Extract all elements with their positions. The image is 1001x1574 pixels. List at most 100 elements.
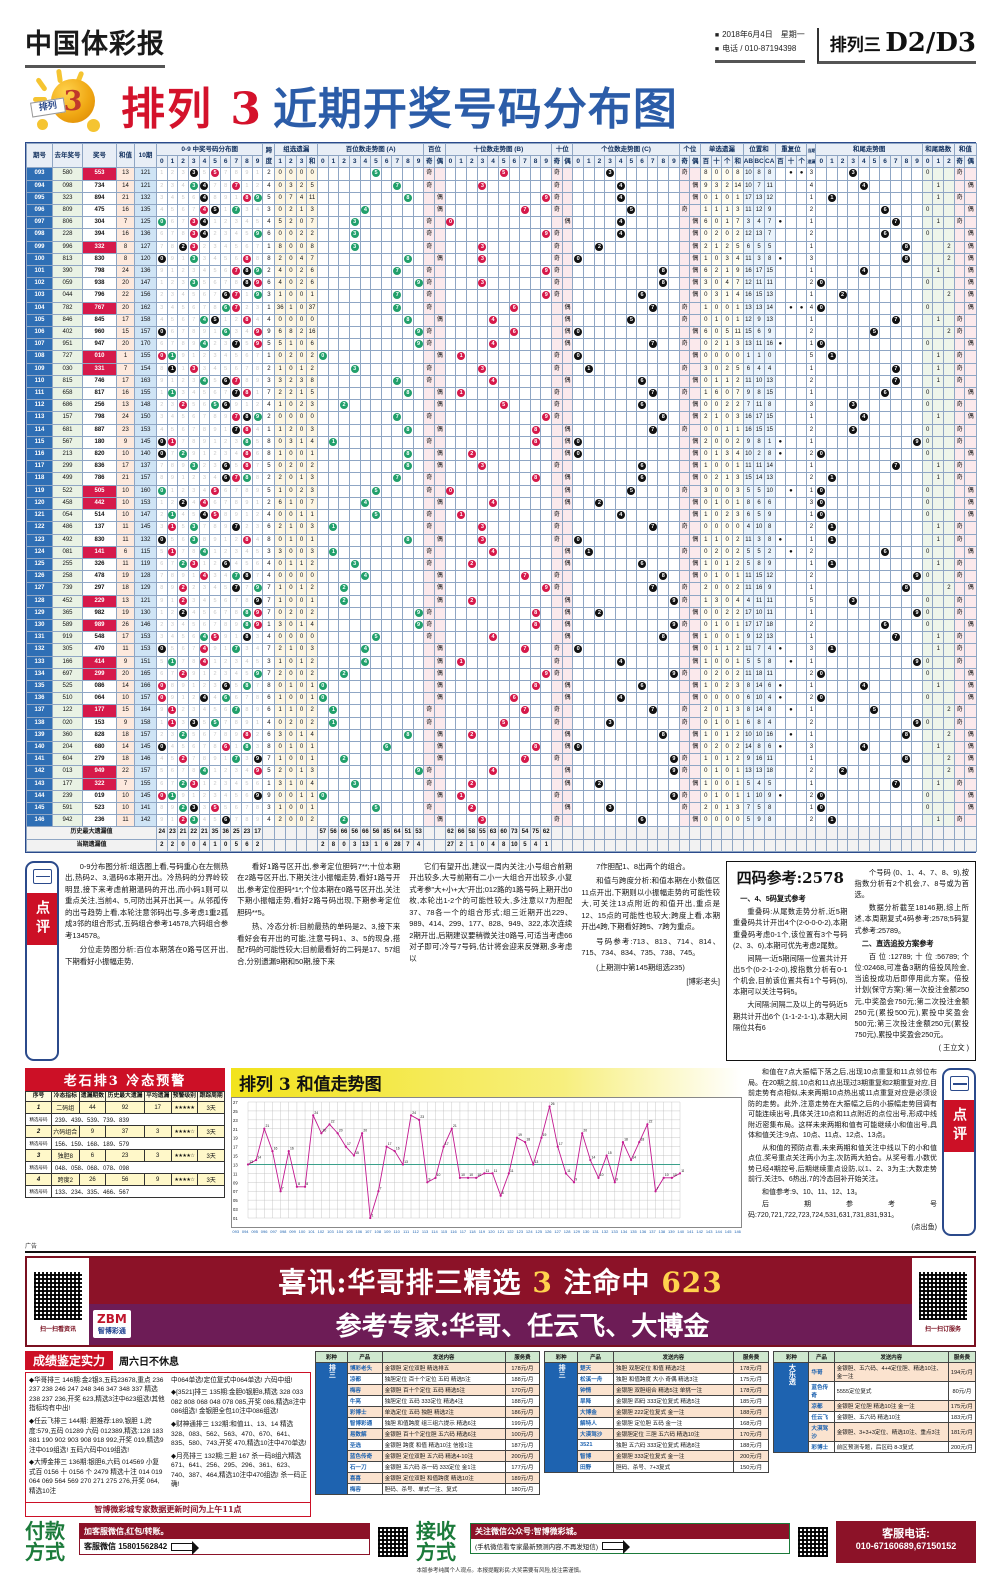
marker-dot: 5 bbox=[627, 315, 636, 324]
tail-cell bbox=[889, 509, 902, 523]
pos-cell bbox=[529, 228, 542, 242]
row-odd-2: 奇 bbox=[678, 765, 691, 779]
marker-dot: 0 bbox=[157, 450, 166, 459]
row-repeat-2 bbox=[795, 692, 808, 706]
row-grouplag-3: 11 bbox=[306, 191, 318, 206]
dist-cell: 1 bbox=[198, 448, 211, 462]
lag-number: 4 bbox=[256, 646, 260, 653]
tail-cell bbox=[900, 545, 913, 559]
lag-number: 9 bbox=[224, 194, 228, 201]
pos-cell bbox=[519, 631, 531, 645]
tail-cell: 0 bbox=[815, 692, 828, 706]
dist-cell: 3 bbox=[187, 704, 200, 718]
pos-cell bbox=[327, 167, 340, 181]
marker-dot: 4 bbox=[616, 694, 625, 703]
pos-cell bbox=[412, 753, 425, 767]
pos-cell bbox=[529, 545, 542, 559]
marker-dot: 8 bbox=[531, 608, 540, 617]
dist-cell: 2 bbox=[177, 265, 189, 279]
pos-cell bbox=[572, 521, 584, 535]
tail-cell bbox=[868, 301, 881, 315]
dist-cell: 8 bbox=[241, 606, 253, 620]
th-abc-CA: CA bbox=[763, 155, 776, 169]
marker-dot: 9 bbox=[669, 620, 678, 629]
row-sum-even bbox=[964, 399, 977, 413]
row-odd-2 bbox=[678, 655, 691, 669]
dist-cell: 7 bbox=[230, 374, 243, 389]
row-even-2 bbox=[689, 484, 702, 498]
row-poslag-2: 14 bbox=[763, 301, 776, 315]
row-prize: 845 bbox=[82, 313, 117, 328]
dist-cell: 9 bbox=[156, 594, 168, 608]
pos-cell bbox=[359, 582, 372, 596]
tail-cell bbox=[911, 338, 923, 352]
pos-cell: 3 bbox=[476, 521, 489, 535]
tail-cell bbox=[889, 240, 902, 254]
dist-cell: 2 bbox=[230, 533, 243, 547]
tail-cell bbox=[900, 301, 913, 315]
pos-cell: 0 bbox=[444, 484, 457, 498]
row-grouplag-0: 0 bbox=[274, 557, 287, 572]
row-odd-2 bbox=[678, 509, 691, 523]
th-rep-个: 个 bbox=[795, 155, 808, 169]
row-even-1 bbox=[561, 204, 574, 218]
pos-cell bbox=[625, 167, 638, 181]
pos-cell: 6 bbox=[508, 326, 521, 340]
lag-number: 7 bbox=[256, 463, 260, 470]
pos-cell bbox=[508, 411, 521, 425]
lag-number: 7 bbox=[256, 573, 260, 580]
row-grouplag-3: 2 bbox=[306, 362, 318, 376]
tail-cell bbox=[847, 655, 859, 669]
row-sum: 1 bbox=[116, 350, 135, 364]
dist-cell: 9 bbox=[219, 521, 232, 535]
pos-cell: 7 bbox=[519, 570, 531, 584]
pos-cell bbox=[380, 704, 393, 718]
row-road-2 bbox=[943, 448, 955, 462]
row-singlelag-1: 2 bbox=[710, 545, 723, 559]
row-road-2 bbox=[943, 350, 955, 364]
dist-cell: 3 bbox=[156, 631, 168, 645]
pos-cell bbox=[487, 216, 499, 230]
dist-cell: 3 bbox=[198, 252, 211, 267]
dist-cell: 8 bbox=[241, 277, 253, 291]
row-grouplag-2: 4 bbox=[295, 191, 308, 206]
table-row: 119 522 505 10 160 0 1 2 3 4 5 6 7 8 9 5 1 0 2 3 5 奇 0 偶 5 奇 3 0 0 3 5… bbox=[26, 484, 977, 498]
lag-number: 7 bbox=[160, 463, 164, 470]
pos-cell bbox=[614, 545, 627, 559]
lag-number: 8 bbox=[256, 695, 260, 702]
row-singlelag-1: 0 bbox=[710, 277, 723, 291]
row-poslag-0: 6 bbox=[742, 509, 755, 523]
pos-cell bbox=[529, 655, 542, 669]
pos-cell bbox=[316, 655, 329, 669]
tail-cell bbox=[858, 350, 870, 364]
row-curlag: 1 bbox=[806, 435, 817, 450]
dist-cell: 9 bbox=[251, 289, 264, 303]
row-grouplag-0: 3 bbox=[274, 728, 287, 742]
row-span: 5 bbox=[262, 765, 276, 779]
pos-cell bbox=[348, 545, 361, 559]
dist-cell: 9 bbox=[177, 350, 189, 364]
row-grouplag-2: 0 bbox=[295, 496, 308, 511]
pos-cell bbox=[338, 216, 350, 230]
marker-dot: 3 bbox=[849, 401, 858, 410]
row-issue: 124 bbox=[26, 545, 53, 559]
pos-cell bbox=[636, 765, 648, 779]
pos-cell bbox=[646, 277, 659, 291]
row-repeat-1 bbox=[785, 350, 797, 364]
row-poslag-0: 10 bbox=[742, 448, 755, 462]
table-row: 094 098 734 14 121 2 3 4 3 4 7 8 7 1 2 4 0 3 2 5 7 奇 3 奇 4 偶 9 3 2 14… bbox=[26, 179, 977, 193]
row-grouplag-2: 2 bbox=[295, 277, 308, 291]
pos-cell bbox=[370, 387, 382, 401]
pos-cell bbox=[497, 313, 510, 328]
tail-cell bbox=[858, 240, 870, 254]
pos-cell bbox=[636, 301, 648, 315]
row-road-0 bbox=[921, 679, 934, 694]
tail-cell bbox=[836, 496, 849, 511]
th-sg-百: 百 bbox=[700, 155, 712, 169]
dist-cell: 8 bbox=[251, 252, 264, 267]
pos-cell bbox=[359, 374, 372, 389]
pos-cell bbox=[359, 716, 372, 730]
row-singlelag-3: 5 bbox=[731, 362, 744, 376]
row-singlelag-3: 2 bbox=[731, 399, 744, 413]
row-grouplag-2: 0 bbox=[295, 240, 308, 254]
